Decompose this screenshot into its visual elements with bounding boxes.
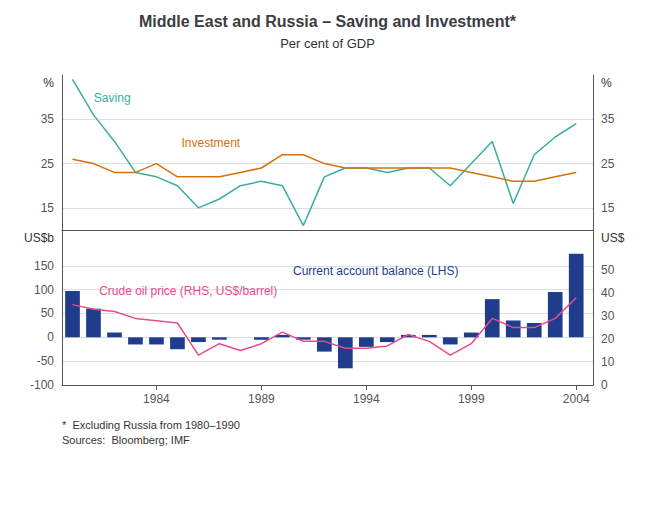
- svg-text:35: 35: [41, 112, 55, 126]
- svg-text:15: 15: [41, 201, 55, 215]
- svg-text:25: 25: [601, 157, 615, 171]
- svg-text:100: 100: [34, 283, 54, 297]
- svg-text:10: 10: [601, 355, 615, 369]
- svg-text:1989: 1989: [248, 392, 275, 406]
- svg-text:0: 0: [601, 378, 608, 392]
- svg-text:50: 50: [41, 306, 55, 320]
- svg-text:35: 35: [601, 112, 615, 126]
- svg-text:30: 30: [601, 309, 615, 323]
- svg-text:* Excluding Russia from 1980–: * Excluding Russia from 1980–1990: [62, 419, 240, 431]
- svg-text:-100: -100: [30, 378, 54, 392]
- svg-text:US$: US$: [601, 231, 625, 245]
- svg-text:40: 40: [601, 286, 615, 300]
- svg-text:Middle East and Russia – Savin: Middle East and Russia – Saving and Inve…: [139, 13, 517, 30]
- svg-text:Investment: Investment: [181, 136, 240, 150]
- svg-text:1999: 1999: [458, 392, 485, 406]
- svg-text:Per cent of GDP: Per cent of GDP: [280, 36, 375, 51]
- svg-text:-50: -50: [37, 354, 55, 368]
- svg-text:Saving: Saving: [94, 91, 131, 105]
- svg-text:US$b: US$b: [24, 231, 54, 245]
- svg-text:%: %: [601, 76, 612, 90]
- svg-text:15: 15: [601, 201, 615, 215]
- svg-text:%: %: [43, 76, 54, 90]
- svg-text:150: 150: [34, 259, 54, 273]
- svg-text:Crude oil price (RHS, US$/barr: Crude oil price (RHS, US$/barrel): [99, 284, 277, 298]
- svg-text:1994: 1994: [353, 392, 380, 406]
- svg-text:Current account balance (LHS): Current account balance (LHS): [293, 264, 458, 278]
- svg-text:1984: 1984: [143, 392, 170, 406]
- svg-text:25: 25: [41, 157, 55, 171]
- svg-text:50: 50: [601, 263, 615, 277]
- svg-text:Sources: Bloomberg; IMF: Sources: Bloomberg; IMF: [62, 434, 190, 446]
- svg-text:2004: 2004: [563, 392, 590, 406]
- svg-text:20: 20: [601, 332, 615, 346]
- svg-text:0: 0: [47, 330, 54, 344]
